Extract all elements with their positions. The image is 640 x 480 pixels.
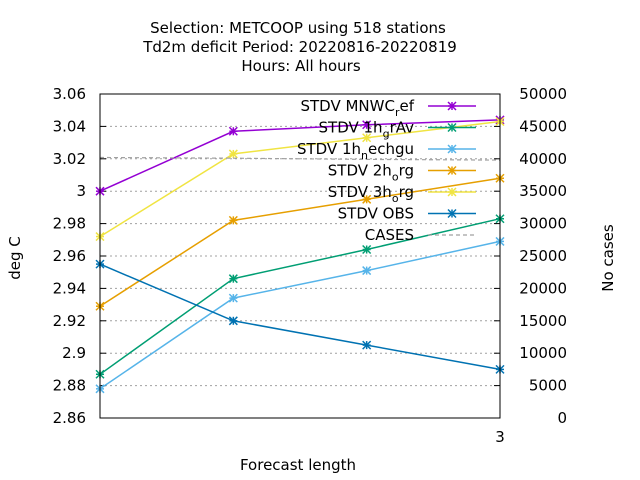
y2-tick-label: 5000 xyxy=(529,377,567,395)
y-tick-label: 2.88 xyxy=(53,377,86,395)
y2-tick-label: 10000 xyxy=(519,344,567,362)
legend-marker-stdv-3h-org xyxy=(447,187,457,197)
data-point-stdv-obs xyxy=(362,340,372,350)
legend-label-cases: CASES xyxy=(365,226,414,244)
y2-tick-label: 25000 xyxy=(519,247,567,265)
y-tick-label: 2.92 xyxy=(53,312,86,330)
plot-frame xyxy=(99,93,501,419)
data-point-stdv-1h-grav xyxy=(228,274,238,284)
data-point-stdv-1h-nechgu xyxy=(362,266,372,276)
legend-marker-stdv-1h-grav xyxy=(447,122,457,133)
y-tick-label: 2.96 xyxy=(53,247,86,265)
y-tick-label: 3.06 xyxy=(53,85,86,103)
chart-title-line-3: Hours: All hours xyxy=(241,57,360,75)
series-line-stdv-1h-nechgu xyxy=(99,240,501,390)
y-tick-label: 2.98 xyxy=(53,215,86,233)
y-tick-label: 3 xyxy=(76,182,86,200)
legend-label-stdv-1h-nechgu: STDV 1hnechgu xyxy=(297,140,414,162)
legend-label-stdv-obs: STDV OBS xyxy=(338,205,414,223)
y2-tick-label: 15000 xyxy=(519,312,567,330)
x-tick-label: 3 xyxy=(495,428,505,446)
series-line-stdv-1h-grav xyxy=(99,217,501,375)
y2-tick-label: 0 xyxy=(557,409,567,427)
data-point-stdv-2h-org xyxy=(228,215,238,225)
y-tick-label: 3.02 xyxy=(53,150,86,168)
series-line-cases xyxy=(99,156,501,161)
series-line-stdv-2h-org xyxy=(99,177,501,307)
axis-ticks: 2.86 2.88 2.9 2.92 2.94 2.96 2.98 3 3.02 3.04 3.06… xyxy=(53,85,567,446)
data-point-stdv-1h-nechgu xyxy=(228,293,238,303)
y-tick-label: 2.9 xyxy=(62,344,86,362)
y2-tick-label: 30000 xyxy=(519,215,567,233)
y2-tick-label: 20000 xyxy=(519,279,567,297)
y2-tick-label: 50000 xyxy=(519,85,567,103)
legend-label-stdv-2h-org: STDV 2horg xyxy=(328,162,414,184)
data-point-stdv-3h-org xyxy=(362,133,372,143)
series-line-stdv-mnwc-ref xyxy=(99,119,501,192)
chart-title-line-1: Selection: METCOOP using 518 stations xyxy=(150,19,446,37)
data-point-stdv-2h-org xyxy=(362,194,372,204)
data-point-stdv-1h-grav xyxy=(362,244,372,255)
x-axis-label: Forecast length xyxy=(240,456,356,474)
series-line-stdv-obs xyxy=(99,263,501,371)
y2-tick-label: 45000 xyxy=(519,117,567,135)
data-point-stdv-3h-org xyxy=(228,149,238,159)
y-axis-label: deg C xyxy=(6,236,24,280)
legend-label-stdv-1h-grav: STDV 1hgrAv xyxy=(319,119,415,141)
grid-lines xyxy=(100,125,500,387)
series-line-stdv-3h-org xyxy=(99,120,501,238)
series-layer xyxy=(95,115,505,394)
y-tick-label: 2.86 xyxy=(53,409,86,427)
data-point-stdv-mnwc-ref xyxy=(362,120,372,130)
legend-marker-stdv-obs xyxy=(447,208,457,219)
y2-tick-label: 40000 xyxy=(519,150,567,168)
legend-marker-stdv-mnwc-ref xyxy=(447,101,457,111)
y2-tick-label: 35000 xyxy=(519,182,567,200)
legend-label-stdv-3h-org: STDV 3horg xyxy=(328,183,414,205)
legend-marker-stdv-1h-nechgu xyxy=(447,144,457,154)
y-tick-label: 3.04 xyxy=(53,117,86,135)
data-point-stdv-mnwc-ref xyxy=(228,126,238,136)
legend-marker-stdv-2h-org xyxy=(447,165,457,176)
chart-title-line-2: Td2m deficit Period: 20220816-20220819 xyxy=(142,38,457,56)
y-tick-label: 2.94 xyxy=(53,279,86,297)
legend-label-stdv-mnwc-ref: STDV MNWCref xyxy=(300,97,414,119)
data-point-stdv-obs xyxy=(228,316,238,326)
y2-axis-label: No cases xyxy=(599,224,617,292)
